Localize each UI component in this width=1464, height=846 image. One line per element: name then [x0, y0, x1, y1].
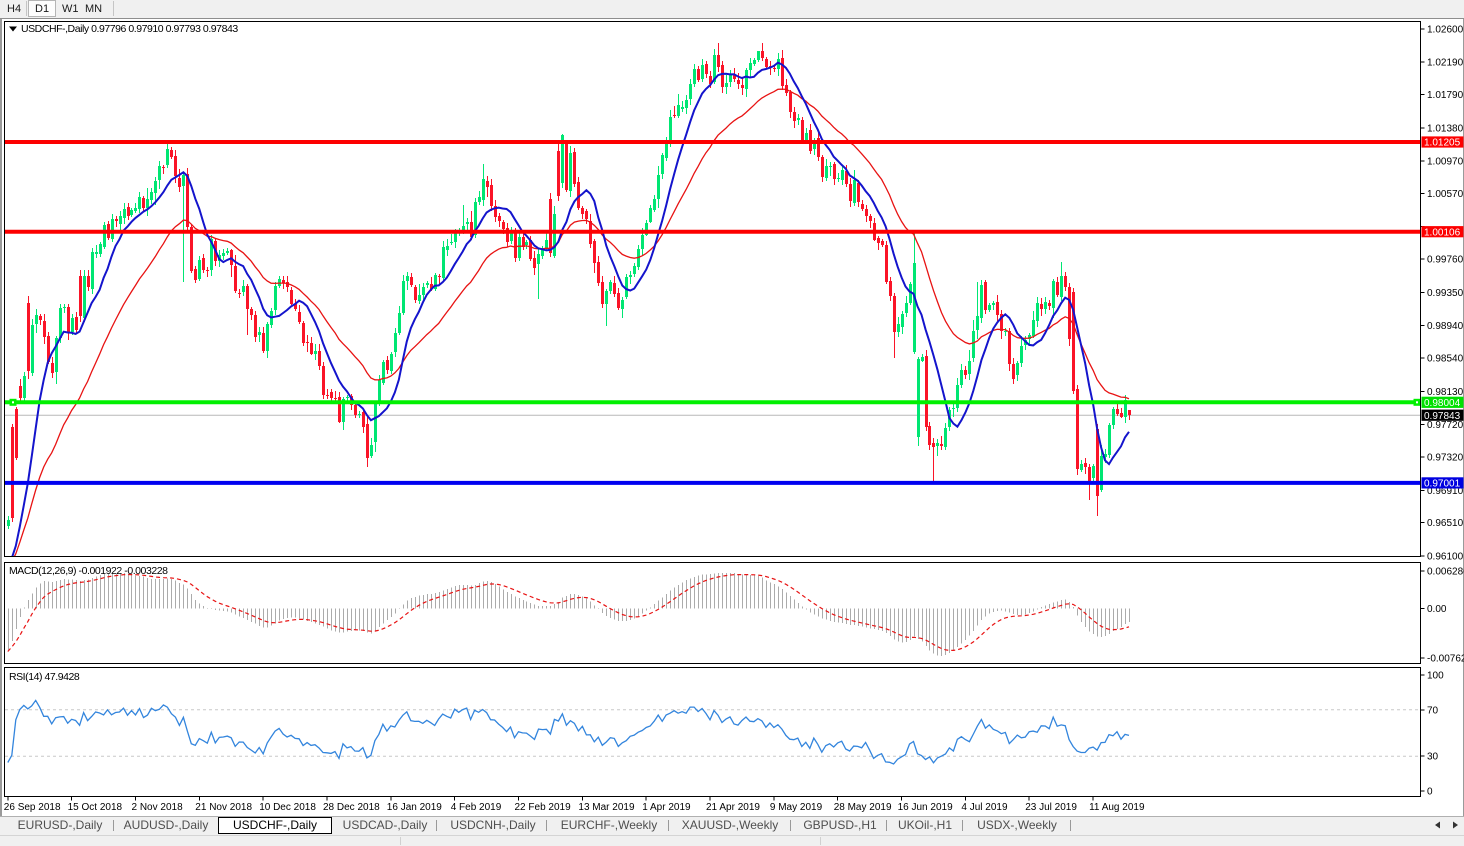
svg-text:1.00106: 1.00106: [1424, 227, 1461, 238]
svg-text:H4: H4: [7, 3, 21, 15]
svg-text:1.02600: 1.02600: [1427, 24, 1464, 35]
svg-text:26 Sep 2018: 26 Sep 2018: [4, 802, 61, 813]
svg-text:0.97843: 0.97843: [1424, 411, 1461, 422]
svg-text:4 Feb 2019: 4 Feb 2019: [451, 802, 502, 813]
svg-text:AUDUSD-,Daily: AUDUSD-,Daily: [124, 818, 209, 832]
svg-text:0.00: 0.00: [1427, 604, 1447, 615]
svg-text:1.00570: 1.00570: [1427, 189, 1464, 200]
svg-text:1.02190: 1.02190: [1427, 58, 1464, 69]
svg-text:0.96100: 0.96100: [1427, 552, 1464, 563]
svg-text:9 May 2019: 9 May 2019: [770, 802, 823, 813]
svg-text:16 Jan 2019: 16 Jan 2019: [387, 802, 442, 813]
svg-text:11 Aug 2019: 11 Aug 2019: [1089, 802, 1145, 813]
svg-text:21 Apr 2019: 21 Apr 2019: [706, 802, 760, 813]
svg-text:W1: W1: [62, 3, 79, 15]
svg-text:1.01790: 1.01790: [1427, 90, 1464, 101]
svg-text:EURUSD-,Daily: EURUSD-,Daily: [18, 818, 103, 832]
svg-text:4 Jul 2019: 4 Jul 2019: [961, 802, 1008, 813]
svg-text:GBPUSD-,H1: GBPUSD-,H1: [803, 818, 877, 832]
svg-text:0.98130: 0.98130: [1427, 387, 1464, 398]
svg-text:RSI(14) 47.9428: RSI(14) 47.9428: [9, 671, 80, 683]
svg-text:0.97001: 0.97001: [1424, 479, 1461, 490]
svg-text:1.01205: 1.01205: [1424, 138, 1461, 149]
svg-text:1 Apr 2019: 1 Apr 2019: [642, 802, 691, 813]
svg-text:0.99350: 0.99350: [1427, 288, 1464, 299]
svg-text:28 Dec 2018: 28 Dec 2018: [323, 802, 380, 813]
svg-text:USDCHF-,Daily 0.97796 0.97910: USDCHF-,Daily 0.97796 0.97910 0.97793 0.…: [21, 23, 238, 35]
svg-text:USDCAD-,Daily: USDCAD-,Daily: [343, 818, 428, 832]
svg-text:USDCHF-,Daily: USDCHF-,Daily: [233, 818, 317, 832]
svg-text:23 Jul 2019: 23 Jul 2019: [1025, 802, 1077, 813]
svg-text:0.97720: 0.97720: [1427, 420, 1464, 431]
svg-text:MACD(12,26,9) -0.001922 -0.003: MACD(12,26,9) -0.001922 -0.003228: [9, 565, 168, 577]
svg-text:21 Nov 2018: 21 Nov 2018: [195, 802, 252, 813]
svg-text:0.98004: 0.98004: [1424, 398, 1461, 409]
svg-text:MN: MN: [85, 3, 102, 15]
svg-text:XAUUSD-,Weekly: XAUUSD-,Weekly: [682, 818, 778, 832]
svg-text:EURCHF-,Weekly: EURCHF-,Weekly: [561, 818, 657, 832]
svg-text:10 Dec 2018: 10 Dec 2018: [259, 802, 316, 813]
svg-text:0.96510: 0.96510: [1427, 518, 1464, 529]
svg-text:-0.00762: -0.00762: [1427, 654, 1464, 665]
svg-text:UKOil-,H1: UKOil-,H1: [898, 818, 952, 832]
svg-text:70: 70: [1427, 705, 1439, 716]
svg-text:1.00970: 1.00970: [1427, 157, 1464, 168]
svg-text:16 Jun 2019: 16 Jun 2019: [898, 802, 953, 813]
svg-text:0.96910: 0.96910: [1427, 486, 1464, 497]
svg-text:2 Nov 2018: 2 Nov 2018: [132, 802, 184, 813]
svg-text:USDX-,Weekly: USDX-,Weekly: [977, 818, 1057, 832]
svg-text:0.99760: 0.99760: [1427, 255, 1464, 266]
svg-text:100: 100: [1427, 671, 1444, 682]
svg-text:30: 30: [1427, 752, 1439, 763]
svg-text:1.01380: 1.01380: [1427, 123, 1464, 134]
svg-text:0.97320: 0.97320: [1427, 453, 1464, 464]
svg-text:D1: D1: [35, 3, 49, 15]
svg-text:0.006286: 0.006286: [1427, 567, 1464, 578]
svg-text:USDCNH-,Daily: USDCNH-,Daily: [450, 818, 535, 832]
svg-text:15 Oct 2018: 15 Oct 2018: [68, 802, 123, 813]
svg-text:0.98940: 0.98940: [1427, 321, 1464, 332]
svg-text:22 Feb 2019: 22 Feb 2019: [515, 802, 572, 813]
svg-text:13 Mar 2019: 13 Mar 2019: [578, 802, 635, 813]
svg-text:0.98540: 0.98540: [1427, 354, 1464, 365]
svg-text:0: 0: [1427, 787, 1433, 798]
svg-text:28 May 2019: 28 May 2019: [834, 802, 892, 813]
